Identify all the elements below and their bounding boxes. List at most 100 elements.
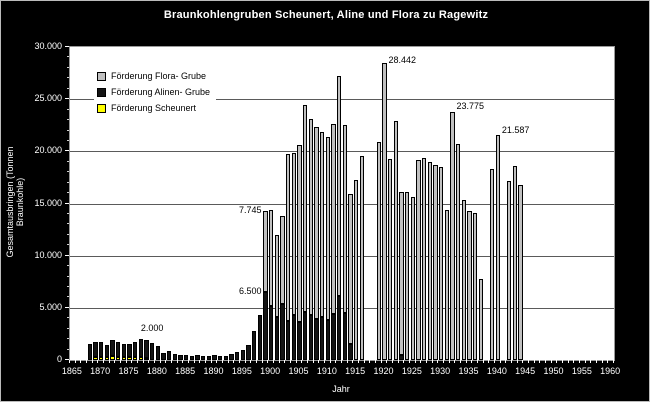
x-tick-mark <box>409 360 410 363</box>
bar-segment-alinen <box>342 313 347 360</box>
flora-series-swatch <box>97 71 106 81</box>
bar-segment-scheunert <box>121 357 126 360</box>
bar-segment-flora <box>399 192 404 355</box>
bar-segment-flora <box>308 119 313 316</box>
y-tick-mark <box>67 286 69 287</box>
y-tick-mark <box>67 317 69 319</box>
x-tick-mark <box>369 360 371 363</box>
bar-segment-alinen <box>99 342 104 357</box>
bar-segment-flora <box>325 136 330 321</box>
bar-segment-flora <box>388 158 393 360</box>
gridline <box>70 307 614 309</box>
bar-segment-alinen <box>167 351 172 360</box>
x-tick-mark <box>227 360 229 363</box>
x-tick-mark <box>443 360 444 363</box>
y-tick-mark <box>67 265 69 267</box>
x-tick-mark <box>222 360 223 363</box>
x-tick-mark <box>250 360 252 363</box>
bar-segment-alinen <box>246 345 251 360</box>
y-tick-mark <box>67 233 69 235</box>
bar-segment-flora <box>410 197 415 360</box>
x-tick-mark <box>97 360 99 363</box>
x-tick-mark <box>159 360 161 363</box>
x-tick-mark <box>562 360 563 363</box>
x-tick-mark <box>278 360 280 363</box>
bar-segment-alinen <box>269 305 274 360</box>
y-tick-mark <box>67 108 69 110</box>
y-tick-mark <box>67 160 69 162</box>
y-tick-label: 0 <box>56 354 62 364</box>
bar-segment-scheunert <box>144 357 149 360</box>
legend-label-flora: Förderung Flora- Grube <box>111 71 207 81</box>
x-tick-mark <box>176 360 178 363</box>
bar-segment-alinen <box>331 314 336 360</box>
x-tick-mark <box>188 360 189 363</box>
x-tick-mark <box>596 360 597 363</box>
alinen-series-swatch <box>97 87 106 97</box>
y-tick-label: 5.000 <box>39 301 62 312</box>
bar-segment-alinen <box>155 346 160 360</box>
x-tick-mark <box>363 360 365 363</box>
x-tick-mark <box>375 360 376 363</box>
bar-segment-alinen <box>161 352 166 360</box>
x-tick-mark <box>318 360 320 363</box>
x-tick-mark <box>477 360 478 363</box>
x-tick-mark <box>420 360 422 363</box>
bar-segment-alinen <box>127 344 132 357</box>
x-tick-label: 1895 <box>231 366 252 376</box>
bar-segment-flora <box>291 153 296 316</box>
bar-segment-flora <box>433 164 438 360</box>
bar-segment-scheunert <box>127 356 132 360</box>
bar-segment-alinen <box>195 354 200 360</box>
x-tick-mark <box>114 360 116 363</box>
y-axis: 0 5.000 10.000 15.000 20.000 25.000 30.000 <box>1 41 69 364</box>
y-tick-label: 15.000 <box>34 197 62 208</box>
x-tick-mark <box>471 360 473 363</box>
bar-segment-alinen <box>348 344 353 360</box>
bar-segment-flora <box>393 121 398 360</box>
x-tick-mark <box>171 360 172 363</box>
y-tick-mark <box>67 171 69 173</box>
bar-segment-alinen <box>104 345 109 358</box>
bar-segment-alinen <box>150 343 155 360</box>
x-tick-label: 1890 <box>203 366 224 376</box>
y-tick-mark <box>67 87 69 89</box>
x-tick-mark <box>312 360 314 363</box>
x-tick-mark <box>290 360 291 363</box>
bar-segment-flora <box>280 216 285 304</box>
x-tick-mark <box>216 360 218 363</box>
bar-segment-alinen <box>184 354 189 360</box>
bar-segment-alinen <box>291 315 296 360</box>
x-tick-mark <box>142 360 144 363</box>
bar-segment-flora <box>263 211 268 293</box>
x-tick-mark <box>505 360 507 363</box>
y-tick-mark <box>65 98 69 100</box>
bar-segment-flora <box>518 184 523 360</box>
bar-segment-alinen <box>286 321 291 360</box>
bar-segment-flora <box>439 166 444 360</box>
x-tick-mark <box>120 360 121 363</box>
bar-segment-alinen <box>297 322 302 360</box>
bar-segment-flora <box>348 194 353 345</box>
bar-segment-flora <box>416 159 421 360</box>
bar-segment-alinen <box>133 341 138 358</box>
x-tick-mark <box>324 360 325 363</box>
plot-area: Förderung Flora- Grube Förderung Alinen-… <box>69 46 615 361</box>
x-tick-mark <box>307 360 308 363</box>
x-tick-mark <box>465 360 467 363</box>
bar-segment-flora <box>478 278 483 360</box>
bar-segment-flora <box>405 192 410 360</box>
gridline <box>70 99 614 101</box>
y-tick-label: 10.000 <box>34 249 62 260</box>
bar-segment-flora <box>359 155 364 360</box>
bar-segment-flora <box>490 169 495 360</box>
bar-segment-flora <box>456 144 461 360</box>
x-tick-mark <box>261 360 263 363</box>
bar-segment-alinen <box>280 303 285 360</box>
bar-segment-flora <box>342 125 347 314</box>
bar-segment-scheunert <box>104 357 109 360</box>
bar-segment-alinen <box>212 355 217 360</box>
x-tick-mark <box>431 360 433 363</box>
y-tick-mark <box>65 46 69 47</box>
x-tick-label: 1905 <box>288 366 309 376</box>
